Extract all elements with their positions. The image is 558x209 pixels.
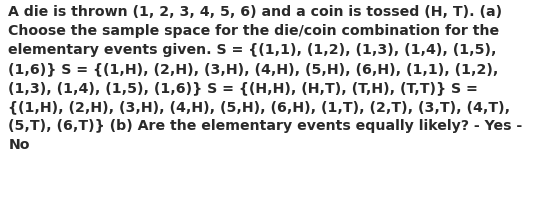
Text: A die is thrown (1, 2, 3, 4, 5, 6) and a coin is tossed (H, T). (a)
Choose the s: A die is thrown (1, 2, 3, 4, 5, 6) and a… <box>8 5 523 152</box>
